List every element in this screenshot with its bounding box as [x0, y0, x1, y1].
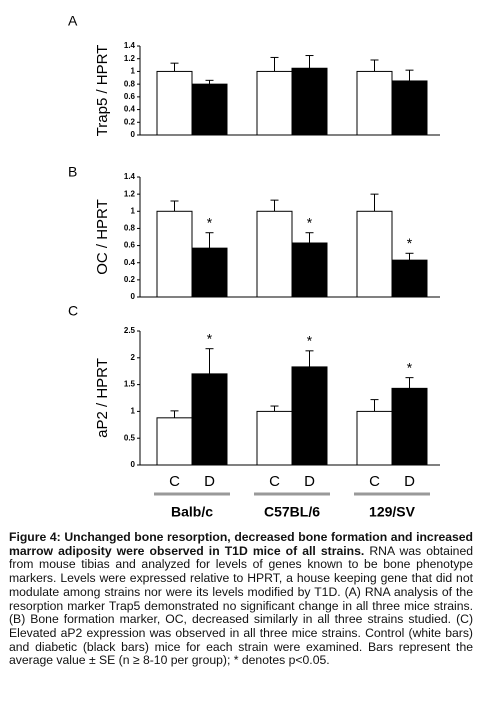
y-tick-label: 0.5: [124, 433, 136, 442]
y-tick-label: 2: [131, 353, 136, 362]
y-tick-label: 0.4: [124, 105, 136, 114]
figure: A Trap5 / HPRT 0 0.2 0.4 0.6 0.8 1 1.2 1.4 B OC / H…: [68, 13, 440, 520]
bar: [191, 247, 228, 298]
y-tick-label: 0.4: [124, 258, 136, 267]
bar: [291, 242, 328, 298]
series-label: D: [204, 473, 215, 490]
y-tick-label: 1.4: [124, 172, 136, 181]
bar: [291, 67, 328, 136]
y-tick-label: 0.8: [124, 224, 136, 233]
bar: [391, 259, 428, 298]
y-tick-label: 0.2: [124, 275, 136, 284]
y-tick-label: 0: [131, 292, 136, 301]
bar: [291, 366, 328, 466]
significance-marker: *: [307, 333, 313, 349]
y-axis-label: OC / HPRT: [94, 199, 111, 275]
significance-marker: *: [207, 330, 213, 346]
bar: [256, 410, 293, 466]
y-tick-label: 1.5: [124, 380, 136, 389]
y-tick-label: 1.2: [124, 54, 136, 63]
significance-marker: *: [407, 359, 413, 375]
bar: [391, 387, 428, 466]
y-tick-label: 0: [131, 130, 136, 139]
bar: [256, 210, 293, 298]
y-tick-label: 1: [131, 407, 136, 416]
y-tick-label: 0.8: [124, 79, 136, 88]
series-label: C: [169, 473, 180, 490]
caption-text: RNA was obtained from mouse tibias and a…: [9, 543, 473, 668]
y-axis-label: Trap5 / HPRT: [94, 45, 111, 137]
bar: [256, 70, 293, 136]
caption-title: Figure 4: Unchanged bone resorption, dec…: [9, 530, 473, 558]
series-label: C: [369, 473, 380, 490]
bar: [191, 373, 228, 466]
caption: Figure 4: Unchanged bone resorption, dec…: [9, 530, 473, 668]
y-axis-label: aP2 / HPRT: [94, 358, 111, 438]
y-tick-label: 0.6: [124, 241, 136, 250]
bar: [356, 210, 393, 298]
panel-label: A: [68, 13, 78, 29]
significance-marker: *: [307, 214, 313, 230]
y-tick-label: 1.2: [124, 189, 136, 198]
x-tick-label: 129/SV: [369, 504, 416, 520]
series-label: D: [404, 473, 415, 490]
panel-label: C: [68, 303, 78, 319]
y-tick-label: 0.2: [124, 117, 136, 126]
y-tick-label: 0: [131, 460, 136, 469]
series-label: C: [269, 473, 280, 490]
y-tick-label: 1: [131, 206, 136, 215]
significance-marker: *: [207, 214, 213, 230]
bar: [156, 417, 193, 466]
bar: [191, 83, 228, 136]
panel-label: B: [68, 164, 77, 180]
significance-marker: *: [407, 235, 413, 251]
bar: [356, 410, 393, 466]
bar: [156, 70, 193, 136]
y-tick-label: 0.6: [124, 92, 136, 101]
bar: [391, 80, 428, 136]
y-tick-label: 1.4: [124, 41, 136, 50]
bar: [156, 210, 193, 298]
y-tick-label: 2.5: [124, 326, 136, 335]
bar: [356, 70, 393, 136]
series-label: D: [304, 473, 315, 490]
y-tick-label: 1: [131, 67, 136, 76]
x-tick-label: Balb/c: [171, 504, 213, 520]
x-tick-label: C57BL/6: [264, 504, 320, 520]
